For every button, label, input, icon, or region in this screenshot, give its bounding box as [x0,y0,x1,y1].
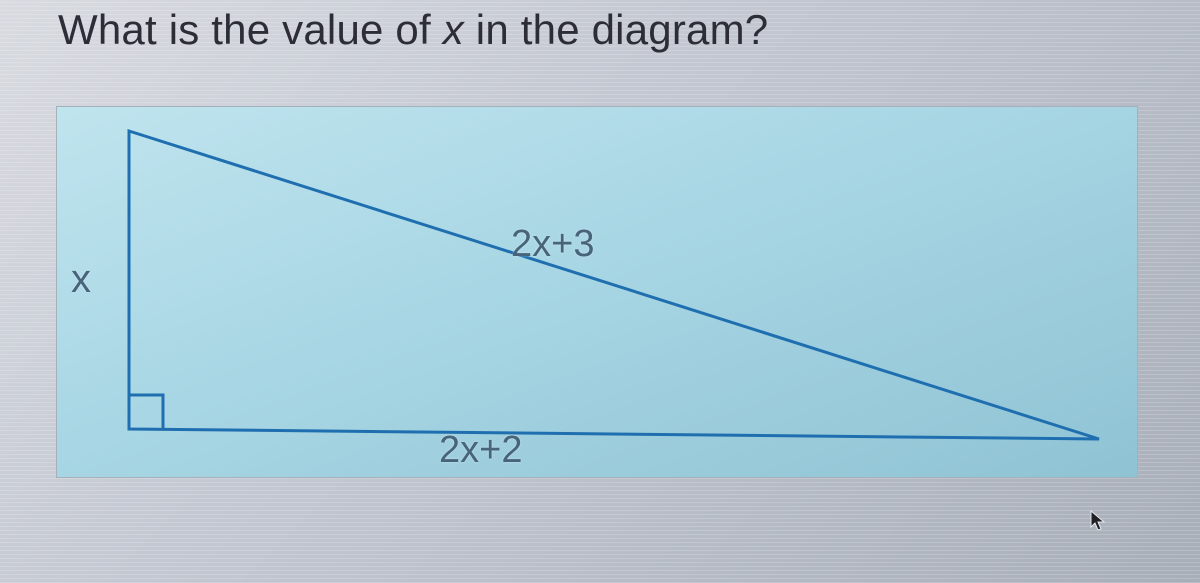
question-suffix: in the diagram? [464,6,768,53]
question-prefix: What is the value of [58,6,443,53]
mouse-cursor-icon [1090,510,1108,532]
label-bottom-leg: 2x+2 [439,429,522,472]
triangle-svg [57,107,1137,477]
label-hypotenuse: 2x+3 [511,223,594,266]
question-var: x [443,6,464,53]
diagram-panel: x 2x+3 2x+2 [56,106,1138,478]
label-left-leg: x [71,257,91,302]
question-text: What is the value of x in the diagram? [58,6,768,54]
